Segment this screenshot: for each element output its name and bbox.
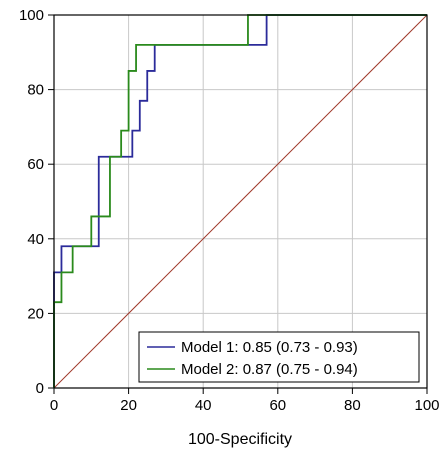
tick-marks	[48, 14, 428, 394]
y-tick-label: 40	[27, 231, 44, 248]
x-tick-label: 60	[269, 397, 286, 414]
legend: Model 1: 0.85 (0.73 - 0.93) Model 2: 0.8…	[138, 331, 420, 383]
plot-frame	[53, 14, 428, 389]
model-2-line	[53, 14, 427, 388]
y-tick-label: 20	[27, 305, 44, 322]
x-tick-labels: 0 20 40 60 80 100	[50, 397, 440, 414]
y-tick-label: 0	[36, 380, 44, 397]
x-tick-label: 80	[344, 397, 361, 414]
series-lines	[53, 14, 428, 389]
x-tick-label: 40	[195, 397, 212, 414]
y-tick-label: 60	[27, 156, 44, 173]
y-tick-label: 80	[27, 82, 44, 99]
legend-label-model-2: Model 2: 0.87 (0.75 - 0.94)	[181, 361, 358, 378]
x-axis-title: 100-Specificity	[188, 431, 292, 448]
y-tick-label: 100	[19, 7, 44, 24]
reference-line	[53, 14, 428, 389]
grid-lines	[53, 14, 428, 389]
y-tick-labels: 0 20 40 60 80 100	[19, 7, 44, 397]
x-tick-label: 0	[50, 397, 58, 414]
legend-box	[138, 331, 420, 383]
x-tick-label: 100	[414, 397, 439, 414]
legend-label-model-1: Model 1: 0.85 (0.73 - 0.93)	[181, 339, 358, 356]
x-tick-label: 20	[120, 397, 137, 414]
